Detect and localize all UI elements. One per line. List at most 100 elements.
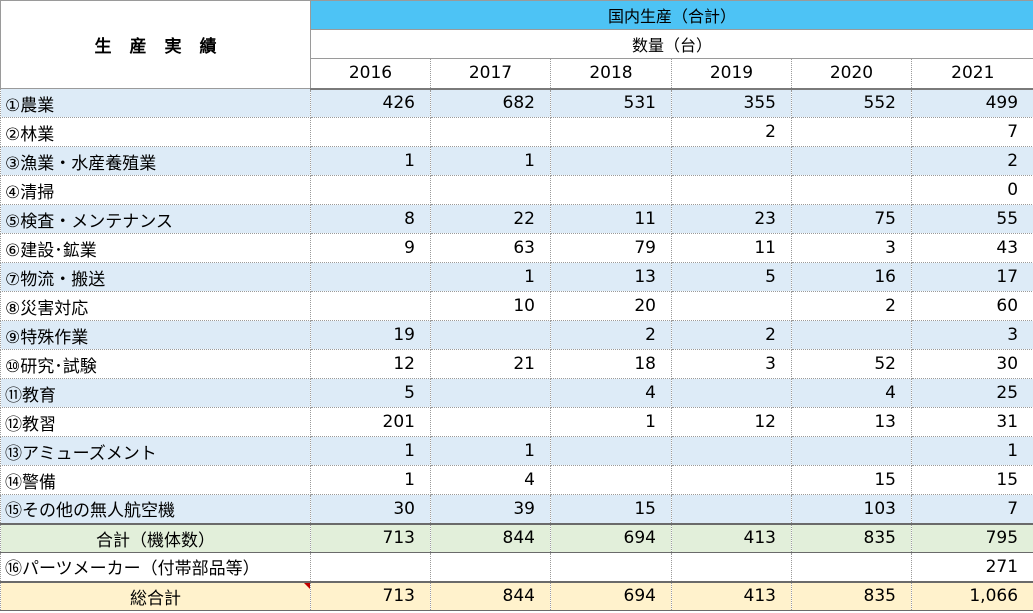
row-label: ⑤検査・メンテナンス <box>0 204 311 234</box>
comment-indicator-icon <box>304 583 310 589</box>
value-cell: 43 <box>910 233 1033 263</box>
value-cell: 60 <box>910 291 1033 321</box>
value-cell: 15 <box>791 465 912 495</box>
table-row: ⑪教育 5 4 4 25 <box>0 378 1033 408</box>
value-cell <box>791 320 912 350</box>
group-header: 国内生産（合計） <box>309 0 1033 30</box>
value-cell: 20 <box>550 291 672 321</box>
row-label: ①農業 <box>0 88 311 118</box>
value-cell: 39 <box>430 494 551 524</box>
value-cell: 835 <box>791 522 912 553</box>
row-label: ④清掃 <box>0 175 311 205</box>
row-label: ⑪教育 <box>0 378 311 408</box>
value-cell: 13 <box>550 262 672 292</box>
value-cell <box>430 320 551 350</box>
table-row: ⑮その他の無人航空機 30 39 15 103 7 <box>0 494 1033 524</box>
value-cell: 13 <box>791 407 912 437</box>
value-cell: 1 <box>310 436 431 466</box>
value-cell: 55 <box>910 204 1033 234</box>
value-cell: 52 <box>791 349 912 379</box>
value-cell: 2 <box>671 320 792 350</box>
value-cell: 4 <box>791 378 912 408</box>
row-label: ⑨特殊作業 <box>0 320 311 350</box>
value-cell <box>430 407 551 437</box>
value-cell: 22 <box>430 204 551 234</box>
row-label: ⑫教習 <box>0 407 311 437</box>
value-cell <box>550 436 672 466</box>
value-cell: 271 <box>910 552 1033 582</box>
value-cell: 8 <box>310 204 431 234</box>
value-cell: 23 <box>671 204 792 234</box>
value-cell: 2 <box>671 117 792 147</box>
value-cell: 103 <box>791 494 912 524</box>
value-cell: 11 <box>671 233 792 263</box>
value-cell <box>310 117 431 147</box>
value-cell: 531 <box>550 88 672 118</box>
value-cell: 25 <box>910 378 1033 408</box>
value-cell: 1 <box>550 407 672 437</box>
value-cell: 5 <box>671 262 792 292</box>
value-cell: 844 <box>430 580 551 611</box>
value-cell: 5 <box>310 378 431 408</box>
value-cell: 713 <box>310 522 431 553</box>
value-cell: 19 <box>310 320 431 350</box>
table-row: ⑦物流・搬送 1 13 5 16 17 <box>0 262 1033 292</box>
value-cell: 31 <box>910 407 1033 437</box>
value-cell <box>671 465 792 495</box>
value-cell <box>791 436 912 466</box>
value-cell: 12 <box>310 349 431 379</box>
value-cell: 21 <box>430 349 551 379</box>
value-cell: 1 <box>430 436 551 466</box>
value-cell: 79 <box>550 233 672 263</box>
table-title: 生産実績 <box>0 0 311 89</box>
value-cell: 835 <box>791 580 912 611</box>
table-row: ⑨特殊作業 19 2 2 3 <box>0 320 1033 350</box>
value-cell: 12 <box>671 407 792 437</box>
year-header: 2020 <box>791 58 912 90</box>
table-row: ①農業 426 682 531 355 552 499 <box>0 88 1033 118</box>
table-row: ⑭警備 1 4 15 15 <box>0 465 1033 495</box>
value-cell: 75 <box>791 204 912 234</box>
row-label: ⑬アミューズメント <box>0 436 311 466</box>
value-cell <box>791 146 912 176</box>
value-cell <box>310 262 431 292</box>
year-header: 2021 <box>910 58 1033 90</box>
row-label: ⑮その他の無人航空機 <box>0 494 311 524</box>
row-label: ⑥建設･鉱業 <box>0 233 311 263</box>
value-cell <box>550 146 672 176</box>
value-cell: 4 <box>430 465 551 495</box>
value-cell: 1,066 <box>910 580 1033 611</box>
value-cell: 2 <box>910 146 1033 176</box>
value-cell: 426 <box>310 88 431 118</box>
value-cell: 1 <box>310 146 431 176</box>
table-row: ⑧災害対応 10 20 2 60 <box>0 291 1033 321</box>
row-label: ⑧災害対応 <box>0 291 311 321</box>
value-cell <box>791 117 912 147</box>
table-row: ④清掃 0 <box>0 175 1033 205</box>
value-cell: 1 <box>430 146 551 176</box>
value-cell <box>550 552 672 582</box>
table-row: ⑤検査・メンテナンス 8 22 11 23 75 55 <box>0 204 1033 234</box>
value-cell: 0 <box>910 175 1033 205</box>
value-cell: 844 <box>430 522 551 553</box>
value-cell: 10 <box>430 291 551 321</box>
quantity-header: 数量（台） <box>309 29 1033 59</box>
value-cell: 3 <box>671 349 792 379</box>
value-cell <box>791 552 912 582</box>
table-row: ⑥建設･鉱業 9 63 79 11 3 43 <box>0 233 1033 263</box>
value-cell: 3 <box>791 233 912 263</box>
year-header: 2019 <box>671 58 792 90</box>
value-cell: 16 <box>791 262 912 292</box>
value-cell <box>430 175 551 205</box>
value-cell <box>310 175 431 205</box>
value-cell <box>671 146 792 176</box>
value-cell: 17 <box>910 262 1033 292</box>
value-cell: 18 <box>550 349 672 379</box>
value-cell <box>550 175 672 205</box>
table-row: ⑫教習 201 1 12 13 31 <box>0 407 1033 437</box>
table-row: ⑬アミューズメント 1 1 1 <box>0 436 1033 466</box>
value-cell: 694 <box>550 580 672 611</box>
row-label: ②林業 <box>0 117 311 147</box>
row-label: ⑯パーツメーカー（付帯部品等） <box>0 552 311 582</box>
table-row: ②林業 2 7 <box>0 117 1033 147</box>
